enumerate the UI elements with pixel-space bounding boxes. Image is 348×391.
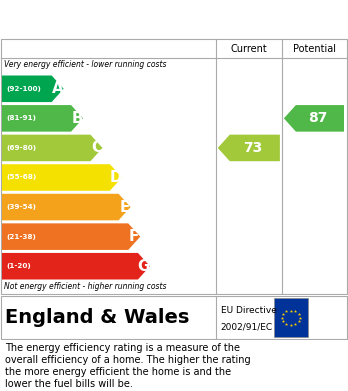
Text: (55-68): (55-68) [6,174,36,181]
Polygon shape [2,223,140,250]
Text: England & Wales: England & Wales [5,308,189,327]
Polygon shape [2,135,102,161]
Text: 87: 87 [308,111,327,126]
Text: the more energy efficient the home is and the: the more energy efficient the home is an… [5,367,231,377]
Polygon shape [2,164,122,191]
Text: (81-91): (81-91) [6,115,36,121]
Text: A: A [52,81,64,96]
Polygon shape [2,194,130,221]
Text: (21-38): (21-38) [6,234,36,240]
Text: Current: Current [230,43,267,54]
Text: overall efficiency of a home. The higher the rating: overall efficiency of a home. The higher… [5,355,251,365]
Text: lower the fuel bills will be.: lower the fuel bills will be. [5,379,133,389]
Text: Not energy efficient - higher running costs: Not energy efficient - higher running co… [4,282,166,291]
Text: The energy efficiency rating is a measure of the: The energy efficiency rating is a measur… [5,343,240,353]
Text: (39-54): (39-54) [6,204,36,210]
Text: 73: 73 [243,141,262,155]
Polygon shape [218,135,280,161]
Text: (92-100): (92-100) [6,86,41,92]
Text: EU Directive: EU Directive [221,306,277,315]
Polygon shape [2,253,150,280]
Text: D: D [110,170,122,185]
Text: 2002/91/EC: 2002/91/EC [221,322,273,331]
Text: E: E [119,199,130,215]
Text: G: G [138,259,150,274]
Text: (1-20): (1-20) [6,263,31,269]
Text: Potential: Potential [293,43,337,54]
Text: C: C [91,140,102,156]
Polygon shape [284,105,344,132]
Polygon shape [2,105,83,132]
Bar [274,298,308,337]
Text: Energy Efficiency Rating: Energy Efficiency Rating [10,11,239,29]
Text: (69-80): (69-80) [6,145,36,151]
Text: B: B [71,111,83,126]
Text: Very energy efficient - lower running costs: Very energy efficient - lower running co… [4,60,166,69]
Text: F: F [129,229,140,244]
Polygon shape [2,75,64,102]
